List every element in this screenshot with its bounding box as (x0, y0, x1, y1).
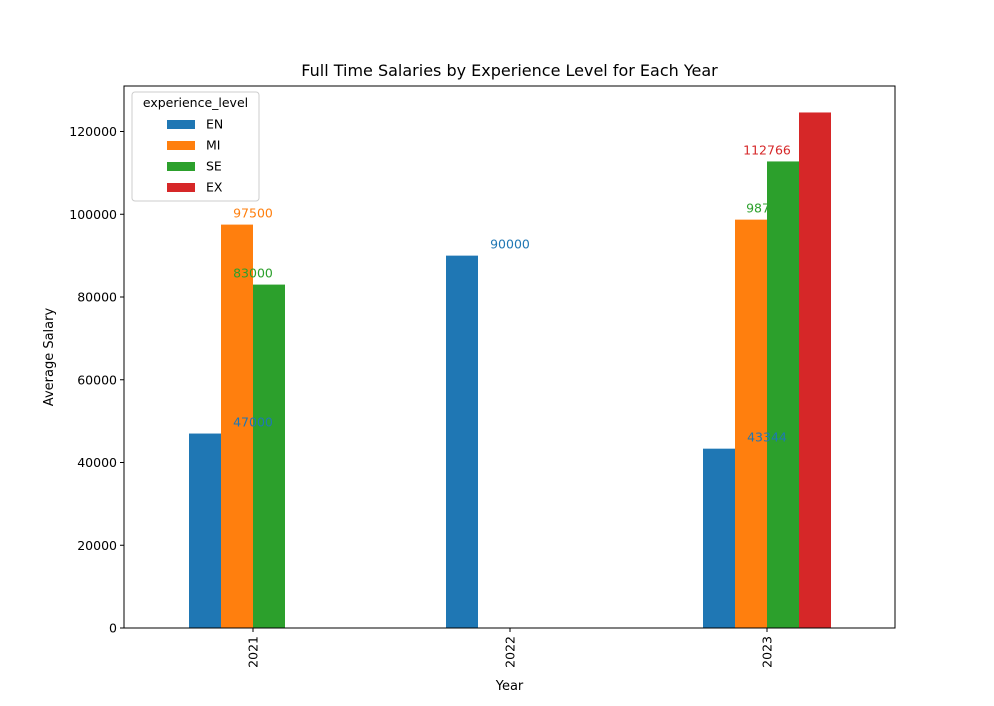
bar-se-2023 (767, 161, 799, 628)
bar-mi-2021 (221, 224, 253, 628)
data-label: 987 (746, 201, 770, 216)
y-axis-label: Average Salary (42, 308, 57, 407)
bar-en-2023 (703, 448, 735, 628)
x-tick-label: 2021 (246, 636, 261, 668)
y-tick-label: 20000 (77, 538, 117, 553)
data-label: 97500 (233, 206, 273, 221)
data-label: 47000 (233, 415, 273, 430)
y-tick-label: 100000 (69, 207, 117, 222)
bar-ex-2023 (799, 112, 831, 629)
legend-label-se: SE (206, 159, 222, 174)
chart-title: Full Time Salaries by Experience Level f… (301, 61, 718, 80)
bar-en-2021 (189, 433, 221, 628)
legend-box (131, 91, 260, 202)
legend-swatch-ex (167, 183, 195, 192)
bar-en-2022 (446, 255, 478, 628)
bars-group (189, 112, 831, 629)
legend-swatch-en (167, 120, 195, 129)
x-axis: 2021 2022 2023 (246, 628, 775, 668)
legend-label-en: EN (206, 117, 223, 132)
y-tick-label: 40000 (77, 455, 117, 470)
bar-mi-2023 (735, 219, 767, 628)
x-tick-label: 2022 (503, 636, 518, 668)
x-axis-label: Year (495, 679, 524, 694)
x-tick-label: 2023 (760, 636, 775, 668)
y-tick-label: 80000 (77, 290, 117, 305)
y-tick-label: 0 (109, 621, 117, 636)
legend-title: experience_level (143, 95, 248, 110)
y-tick-label: 60000 (77, 372, 117, 387)
legend: experience_level EN MI SE EX (131, 91, 260, 202)
legend-label-ex: EX (206, 180, 223, 195)
legend-swatch-se (167, 162, 195, 171)
y-tick-label: 120000 (69, 124, 117, 139)
y-axis: 0 20000 40000 60000 80000 100000 120000 (69, 124, 124, 636)
data-label: 112766 (743, 142, 791, 157)
legend-label-mi: MI (206, 138, 220, 153)
data-label: 90000 (490, 237, 530, 252)
data-label: 43344 (747, 430, 787, 445)
data-label: 83000 (233, 266, 273, 281)
legend-swatch-mi (167, 141, 195, 150)
annotations-group: 97500 83000 47000 90000 112766 987 43344 (233, 142, 791, 444)
bar-se-2021 (253, 284, 285, 628)
